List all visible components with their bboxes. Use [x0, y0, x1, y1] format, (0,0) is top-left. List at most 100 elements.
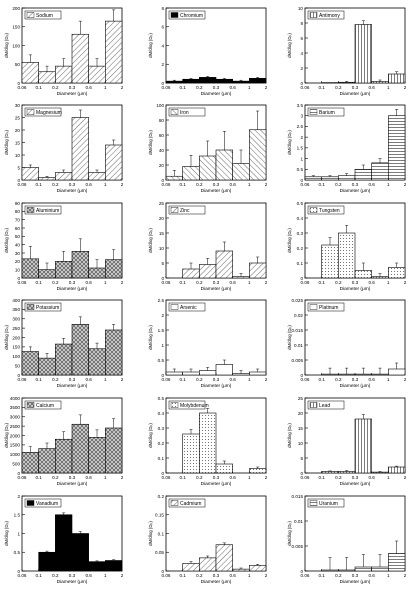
y-tick-label: 1.5 [297, 146, 304, 151]
x-tick-label: 1 [104, 280, 107, 285]
chart-panel-platinum: 0 0.005 0.01 0.015 0.02 0.025 0.06 0.1 0.2 0.3 0.6… [287, 298, 407, 389]
bar [71, 117, 89, 181]
x-tick-label: 0.1 [318, 377, 325, 382]
x-tick-label: 2 [121, 475, 124, 480]
x-tick-label: 1 [387, 85, 390, 90]
x-tick-label: 0.06 [301, 475, 310, 480]
chart-panel-antimony: 0 2 4 6 8 10 0.06 0.1 0.2 0.3 0.6 1 2 Diameter (μm) dM… [287, 6, 407, 97]
x-axis-label: Diameter (μm) [201, 481, 232, 487]
plot-frame [165, 299, 267, 376]
y-axis-label: dM/dlog (Dₚ) [148, 521, 153, 546]
bar [338, 175, 356, 181]
y-tick-label: 0 [17, 81, 20, 86]
legend-label: Potassium [36, 305, 59, 311]
bar [388, 466, 406, 474]
legend-label: Antimony [319, 13, 340, 19]
legend-label: Barium [319, 110, 335, 116]
x-tick-label: 2 [121, 573, 124, 578]
legend-frame [168, 302, 206, 312]
y-tick-label: 70 [15, 217, 21, 222]
x-axis-label: Diameter (μm) [340, 383, 371, 389]
bar [55, 343, 73, 376]
y-tick-label: 0 [17, 569, 20, 574]
chart-panel-vanadium: 0 0.5 1 1.5 2 0.06 0.1 0.2 0.3 0.6 1 2 Diameter (μm)… [4, 494, 124, 585]
x-tick-label: 0.1 [179, 280, 186, 285]
x-axis-label: Diameter (μm) [340, 579, 371, 585]
y-axis-label: dM/dlog (Dₚ) [287, 325, 292, 350]
bar [55, 261, 73, 279]
bar [182, 166, 200, 181]
x-tick-label: 0.1 [318, 475, 325, 480]
legend-label: Tungsten [319, 208, 340, 214]
bar [249, 262, 267, 279]
x-tick-label: 1 [387, 377, 390, 382]
plot-frame [165, 7, 267, 84]
legend-frame [168, 400, 206, 410]
y-tick-label: 5 [17, 165, 20, 170]
y-tick-label: 0 [17, 276, 20, 281]
y-tick-label: 50 [15, 363, 21, 368]
y-tick-label: 0 [161, 276, 164, 281]
y-axis-label: dM/dlog (Dₚ) [4, 325, 9, 350]
legend: Barium [307, 107, 345, 117]
y-tick-label: 10 [298, 441, 304, 446]
legend: Vanadium [24, 498, 62, 508]
bar [354, 418, 372, 474]
legend-frame [307, 10, 345, 20]
y-tick-label: 60 [159, 133, 165, 138]
bar [215, 78, 233, 84]
x-tick-label: 0.1 [35, 85, 42, 90]
y-tick-label: 2500 [10, 424, 21, 429]
bar [388, 553, 406, 572]
x-tick-label: 0.2 [196, 573, 203, 578]
x-tick-label: 1 [104, 85, 107, 90]
chart-panel-cadmium: 0 0.05 0.1 0.15 0.2 0.06 0.1 0.2 0.3 0.6 1 2 Diamete… [148, 494, 268, 585]
bar [321, 471, 339, 474]
x-tick-label: 0.3 [213, 475, 220, 480]
chart-panel-iron: 0 20 40 60 80 100 0.06 0.1 0.2 0.3 0.6 1 2 Diameter (… [148, 103, 268, 194]
x-axis-label: Diameter (μm) [201, 188, 232, 194]
y-tick-label: 2.5 [158, 298, 165, 303]
bar [388, 115, 406, 181]
bar [215, 463, 233, 474]
y-tick-label: 1 [17, 531, 20, 536]
y-tick-label: 150 [12, 25, 20, 30]
x-tick-label: 1 [248, 182, 251, 187]
legend-swatch [26, 304, 35, 310]
bar [354, 168, 372, 181]
bar [371, 81, 389, 84]
bar [71, 324, 89, 376]
x-axis-label: Diameter (μm) [340, 91, 371, 97]
x-tick-label: 2 [404, 182, 407, 187]
x-tick-label: 0.06 [162, 182, 171, 187]
legend-label: Magnesium [36, 110, 62, 116]
y-tick-label: 5 [161, 261, 164, 266]
bar [105, 144, 123, 181]
x-tick-label: 0.2 [335, 377, 342, 382]
bar [38, 71, 56, 84]
x-tick-label: 0.6 [229, 182, 236, 187]
y-tick-label: 0 [161, 178, 164, 183]
y-axis-label: dM/dlog (Dₚ) [287, 33, 292, 58]
y-tick-label: 30 [15, 251, 21, 256]
bar [71, 423, 89, 474]
bar [105, 20, 123, 84]
bar [338, 471, 356, 474]
bar [232, 80, 250, 84]
y-tick-label: 1.5 [158, 328, 165, 333]
y-axis-label: dM/dlog (Dₚ) [287, 423, 292, 448]
x-tick-label: 0.2 [196, 280, 203, 285]
y-tick-label: 2 [161, 62, 164, 67]
chart-panel-aluminium: 0 10 20 30 40 50 60 70 80 90 0.06 0.1 0.2 0.3 0.6 1 2 Dia… [4, 201, 124, 292]
x-axis-label: Diameter (μm) [57, 383, 88, 389]
legend-swatch [170, 500, 179, 506]
chart-panel-magnesium: 0 5 10 15 20 25 30 0.06 0.1 0.2 0.3 0.6 1 2 Diameter (… [4, 103, 124, 194]
legend-frame [307, 205, 345, 215]
y-tick-label: 1500 [10, 443, 21, 448]
bar [371, 566, 389, 572]
x-axis-label: Diameter (μm) [201, 286, 232, 292]
x-axis-label: Diameter (μm) [57, 286, 88, 292]
chart-panel-arsenic: 0 0.5 1 1.5 2 2.5 0.06 0.1 0.2 0.3 0.6 1 2 Diameter (… [148, 298, 268, 389]
x-tick-label: 0.06 [162, 475, 171, 480]
x-axis-label: Diameter (μm) [201, 383, 232, 389]
